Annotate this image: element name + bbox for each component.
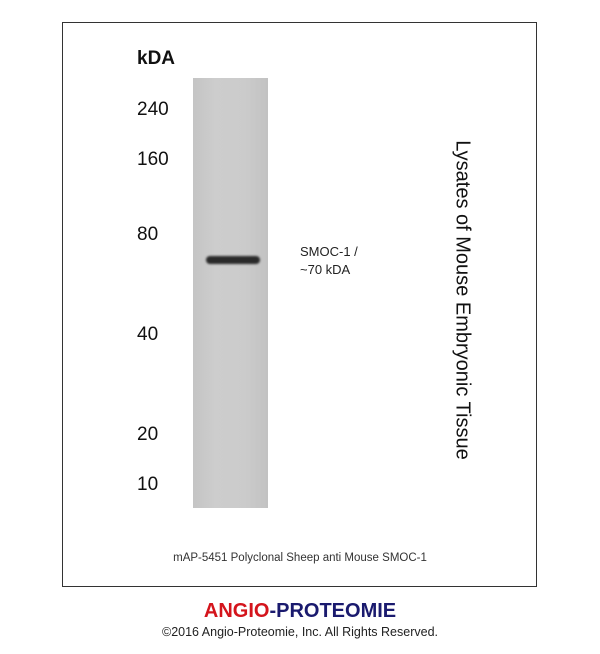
marker-10: 10 <box>137 474 159 495</box>
marker-40: 40 <box>137 324 159 345</box>
protein-band <box>206 256 260 264</box>
copyright: ©2016 Angio-Proteomie, Inc. All Rights R… <box>161 625 439 639</box>
marker-240: 240 <box>137 99 169 120</box>
unit-label: kDA <box>137 48 176 69</box>
band-label-name: SMOC-1 / <box>300 244 358 259</box>
brand-logo: ANGIO-PROTEOMIE <box>0 600 600 623</box>
marker-80: 80 <box>137 224 159 245</box>
blot-lane <box>193 78 268 508</box>
figure-frame <box>62 22 537 587</box>
band-label-size: ~70 kDA <box>300 262 351 277</box>
marker-20: 20 <box>137 424 159 445</box>
marker-160: 160 <box>137 149 169 170</box>
brand-sep: - <box>269 600 277 622</box>
brand-part2: PROTEOMIE <box>276 600 397 622</box>
brand-part1: ANGIO <box>203 600 270 622</box>
caption: mAP-5451 Polyclonal Sheep anti Mouse SMO… <box>173 552 427 564</box>
sample-label: Lysates of Mouse Embryonic Tissue <box>451 140 474 460</box>
band-label: SMOC-1 / ~70 kDA <box>300 243 358 279</box>
